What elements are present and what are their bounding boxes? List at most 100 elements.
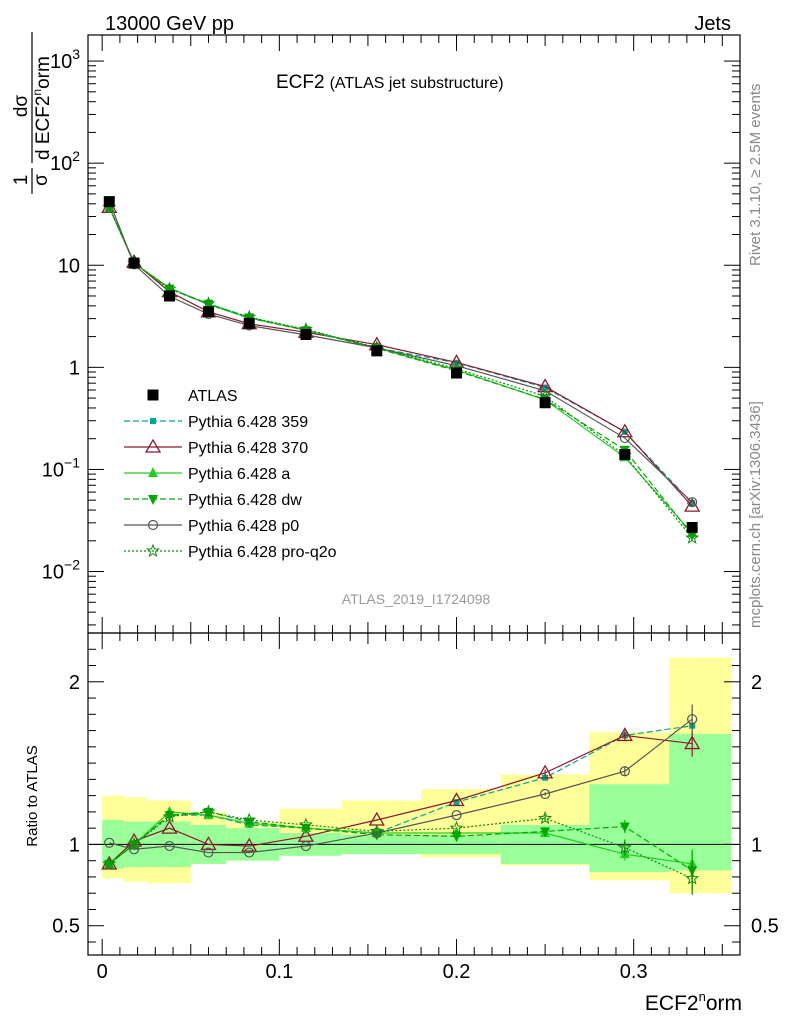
upper-tick-exponent: −1 <box>64 454 80 470</box>
header-left: 13000 GeV pp <box>105 13 234 35</box>
data-point-atlas <box>202 306 214 318</box>
upper-panel-frame <box>87 34 741 634</box>
ratio-series-layer <box>101 704 701 895</box>
legend-marker-pythia-6-428-dw <box>148 495 158 505</box>
legend-marker-atlas <box>147 389 159 401</box>
x-tick-label: 0 <box>97 961 108 983</box>
ratio-tick-label-right: 2 <box>751 672 762 694</box>
legend-marker-pythia-6-428-a <box>148 467 158 477</box>
ratio-tick-label-left: 0.5 <box>52 916 80 938</box>
data-point-atlas <box>243 317 255 329</box>
upper-line-pythia-6-428-p0 <box>108 200 693 503</box>
data-point-atlas <box>103 196 115 208</box>
ratio-point-pythia-6-428-370 <box>684 735 701 750</box>
x-axis-label: ECF2norm <box>645 989 742 1015</box>
upper-tick-base: 10 <box>58 255 80 277</box>
ylabel-frac-bottom: σ <box>31 174 52 186</box>
ylabel-d-bottom: d ECF2norm <box>30 56 54 160</box>
x-axis-ticks: 0 0.1 0.2 0.3 <box>97 35 723 983</box>
ratio-point-pythia-6-428-p0 <box>619 766 630 777</box>
ratio-point-pythia-6-428-pro-q2o <box>617 840 632 854</box>
data-point-atlas <box>128 257 140 269</box>
analysis-id: ATLAS_2019_I1724098 <box>342 591 491 607</box>
upper-tick-exponent: 3 <box>72 46 80 62</box>
ylabel-d-top: dσ <box>11 95 32 118</box>
ratio-point-pythia-6-428-pro-q2o <box>201 804 216 818</box>
upper-tick-label: 1 <box>69 357 80 379</box>
data-point-atlas <box>539 397 551 409</box>
upper-tick-label: 102 <box>50 148 80 175</box>
legend-label-pythia-6-428-dw: Pythia 6.428 dw <box>188 492 302 509</box>
ratio-line-pythia-6-428-370 <box>108 734 693 865</box>
legend-marker-pythia-6-428-p0 <box>147 519 159 531</box>
ratio-panel-frame <box>87 632 741 956</box>
upper-point-pythia-6-428-p0 <box>687 497 698 508</box>
upper-ylabel: 1 σ dσ d ECF2norm <box>11 32 54 194</box>
x-tick-label: 0.1 <box>265 961 293 983</box>
ratio-point-pythia-6-428-dw <box>203 807 214 818</box>
ratio-point-pythia-6-428-pro-q2o <box>538 811 553 825</box>
ratio-point-pythia-6-428-dw <box>451 832 462 843</box>
data-point-atlas <box>451 367 463 379</box>
ratio-tick-label-left: 2 <box>69 672 80 694</box>
upper-point-pythia-6-428-370 <box>616 423 633 438</box>
ratio-point-pythia-6-428-dw <box>104 859 115 870</box>
data-point-atlas <box>619 449 631 461</box>
data-point-atlas <box>164 290 175 302</box>
upper-series-layer <box>101 196 701 544</box>
upper-tick-base: 10 <box>50 51 72 73</box>
ratio-point-pythia-6-428-pro-q2o <box>127 837 142 851</box>
ylabel-frac-top: 1 <box>11 175 32 186</box>
legend-label-pythia-6-428-p0: Pythia 6.428 p0 <box>188 518 299 535</box>
upper-line-pythia-6-428-a <box>108 207 693 534</box>
legend-label-pythia-6-428-370: Pythia 6.428 370 <box>188 440 308 457</box>
upper-tick-label: 103 <box>50 46 80 73</box>
ratio-line-pythia-6-428-p0 <box>109 718 693 854</box>
legend-marker-pythia-6-428-370 <box>144 438 162 453</box>
legend-label-atlas: ATLAS <box>188 388 238 405</box>
ratio-point-pythia-6-428-dw <box>540 827 551 838</box>
legend-label-pythia-6-428-pro-q2o: Pythia 6.428 pro-q2o <box>188 544 337 561</box>
data-point-atlas <box>371 345 383 357</box>
ratio-point-pythia-6-428-370 <box>200 836 217 851</box>
ratio-point-pythia-6-428-p0 <box>451 810 462 821</box>
data-point-atlas <box>686 521 698 533</box>
ratio-point-pythia-6-428-370 <box>241 837 258 852</box>
ratio-point-pythia-6-428-dw <box>164 811 175 822</box>
plot-title: ECF2 (ATLAS jet substructure) <box>276 72 504 93</box>
x-tick-label: 0.3 <box>620 961 648 983</box>
x-tick-label: 0.2 <box>443 961 471 983</box>
legend-label-pythia-6-428-a: Pythia 6.428 a <box>188 466 290 483</box>
ratio-tick-label-left: 1 <box>69 834 80 856</box>
upper-tick-exponent: −2 <box>64 557 80 573</box>
ratio-point-pythia-6-428-pro-q2o <box>369 824 384 838</box>
upper-tick-base: 10 <box>42 562 64 584</box>
ratio-point-pythia-6-428-p0 <box>244 847 255 858</box>
ratio-point-pythia-6-428-dw <box>129 840 140 851</box>
ratio-uncertainty-bands <box>102 657 732 894</box>
upper-point-pythia-6-428-dw <box>203 299 214 310</box>
ratio-tick-label-right: 1 <box>751 834 762 856</box>
upper-point-pythia-6-428-pro-q2o <box>685 530 700 544</box>
upper-point-pythia-6-428-p0 <box>619 432 630 444</box>
ratio-point-pythia-6-428-370 <box>161 819 178 834</box>
source-label: mcplots.cern.ch [arXiv:1306.3436] <box>747 401 764 628</box>
ratio-line-pythia-6-428-dw <box>108 811 693 871</box>
upper-tick-base: 10 <box>42 459 64 481</box>
ratio-point-pythia-6-428-pro-q2o <box>102 856 117 870</box>
legend-marker-pythia-6-428-pro-q2o <box>146 543 160 558</box>
ratio-ylabel: Ratio to ATLAS <box>24 745 41 846</box>
rivet-label: Rivet 3.1.10, ≥ 2.5M events <box>747 84 764 267</box>
upper-tick-base: 10 <box>50 153 72 175</box>
upper-point-pythia-6-428-p0 <box>540 385 551 396</box>
ratio-point-pythia-6-428-p0 <box>687 714 698 725</box>
ratio-line-pythia-6-428-pro-q2o <box>108 811 693 880</box>
ratio-point-pythia-6-428-359 <box>453 799 460 806</box>
ratio-point-pythia-6-428-p0 <box>371 827 382 839</box>
ratio-point-pythia-6-428-370 <box>616 727 633 742</box>
ratio-point-pythia-6-428-p0 <box>203 847 214 858</box>
ratio-point-pythia-6-428-pro-q2o <box>242 812 257 827</box>
ratio-point-pythia-6-428-dw <box>619 822 630 833</box>
upper-point-pythia-6-428-359 <box>689 500 696 507</box>
